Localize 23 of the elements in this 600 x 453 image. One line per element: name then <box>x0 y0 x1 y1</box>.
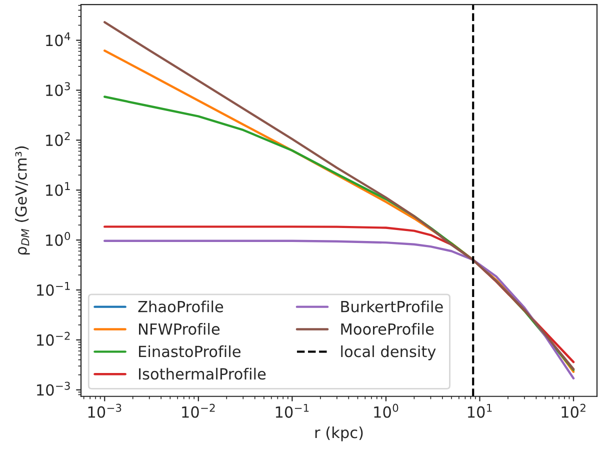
legend-label: MooreProfile <box>341 322 434 335</box>
y-tick-label: 10$^{−1}$ <box>37 282 70 296</box>
legend-label: ZhaoProfile <box>138 300 224 312</box>
legend-label: EinastoProfile <box>139 345 240 358</box>
x-tick-label: 10$^{1}$ <box>468 404 492 418</box>
x-tick-label: 10$^{0}$ <box>374 404 398 418</box>
y-tick-label: 10$^{−3}$ <box>37 382 70 396</box>
y-tick-label: 10$^{1}$ <box>46 182 70 196</box>
ref-line-label: local density <box>341 345 436 360</box>
legend-label: NFWProfile <box>139 322 220 335</box>
x-tick-label: 10$^{2}$ <box>562 404 586 418</box>
x-tick-label: 10$^{−2}$ <box>182 404 215 418</box>
y-tick-label: 10$^{3}$ <box>46 82 70 96</box>
x-tick-label: 10$^{−1}$ <box>276 404 309 418</box>
y-tick-label: 10$^{4}$ <box>46 32 70 46</box>
legend-label: IsothermalProfile <box>139 368 266 380</box>
y-tick-label: 10$^{−2}$ <box>37 332 70 346</box>
y-tick-label: 10$^{0}$ <box>46 232 70 246</box>
y-tick-label: 10$^{2}$ <box>46 132 70 146</box>
x-tick-label: 10$^{−3}$ <box>88 404 122 418</box>
legend-label: BurkertProfile <box>341 300 443 312</box>
y-axis-title: ρ$_{DM}$ (GeV/cm³) <box>15 146 30 254</box>
x-axis-title: r (kpc) <box>315 426 363 442</box>
